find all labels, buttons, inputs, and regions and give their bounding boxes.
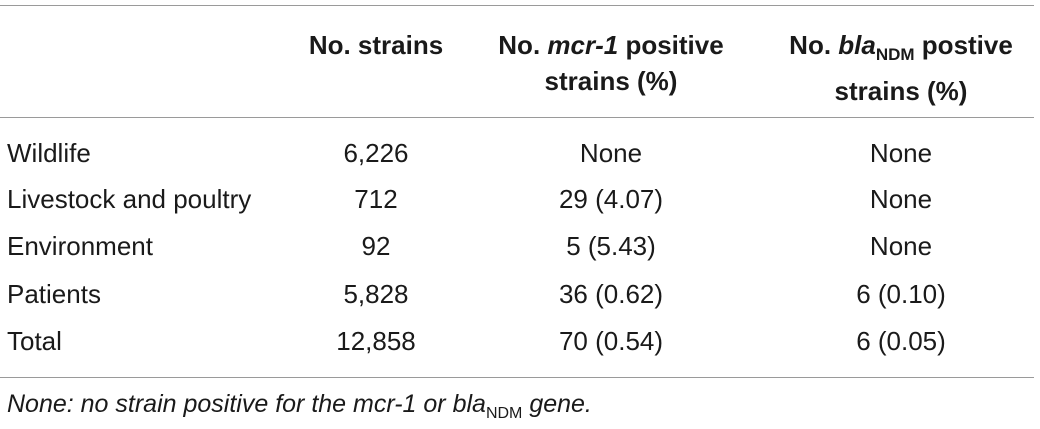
row-strains: 712 [354, 184, 398, 214]
header-ndm-line1: No. blaNDM postive [762, 27, 1040, 73]
header-mcr1-positive: No. mcr-1 positive strains (%) [480, 27, 742, 99]
row-ndm: None [869, 184, 933, 214]
row-strains: 5,828 [343, 279, 409, 309]
row-mcr1: 70 (0.54) [558, 326, 664, 356]
row-ndm: 6 (0.10) [856, 279, 946, 309]
row-ndm: None [869, 138, 933, 168]
table-header-rule [0, 117, 1034, 118]
row-label: Environment [7, 231, 153, 261]
header-mcr1-line2: strains (%) [544, 66, 678, 96]
header-mcr1-pre: No. [498, 30, 548, 60]
row-label: Total [7, 326, 62, 356]
row-strains: 6,226 [343, 138, 409, 168]
row-mcr1: None [579, 138, 643, 168]
header-ndm-gene: bla [838, 30, 876, 60]
header-ndm-post: postive [914, 30, 1013, 60]
header-mcr1-post: positive [618, 30, 724, 60]
footnote-text: None: no strain positive for the mcr-1 o… [7, 390, 486, 418]
footnote-sub: NDM [485, 405, 523, 422]
table-top-rule [0, 5, 1034, 6]
footnote-tail: gene. [522, 390, 592, 418]
header-mcr1-gene: mcr-1 [547, 30, 619, 60]
row-label: Livestock and poultry [7, 184, 252, 214]
header-mcr1-line1: No. mcr-1 positive [480, 27, 742, 63]
row-ndm: None [869, 231, 933, 261]
header-ndm-positive: No. blaNDM postive strains (%) [762, 27, 1040, 109]
row-ndm: 6 (0.05) [856, 326, 946, 356]
table-bottom-rule [0, 377, 1034, 378]
row-label: Patients [7, 279, 101, 309]
header-ndm-pre: No. [789, 30, 839, 60]
header-no-strains-text: No. strains [308, 30, 444, 60]
row-label: Wildlife [7, 138, 91, 168]
table-footnote: None: no strain positive for the mcr-1 o… [7, 389, 592, 429]
header-ndm-sub: NDM [875, 45, 915, 64]
row-mcr1: 5 (5.43) [566, 231, 656, 261]
row-mcr1: 36 (0.62) [558, 279, 664, 309]
row-mcr1: 29 (4.07) [558, 184, 664, 214]
row-strains: 12,858 [336, 326, 416, 356]
header-no-strains: No. strains [296, 27, 456, 63]
row-strains: 92 [361, 231, 391, 261]
header-ndm-line2: strains (%) [834, 76, 968, 106]
